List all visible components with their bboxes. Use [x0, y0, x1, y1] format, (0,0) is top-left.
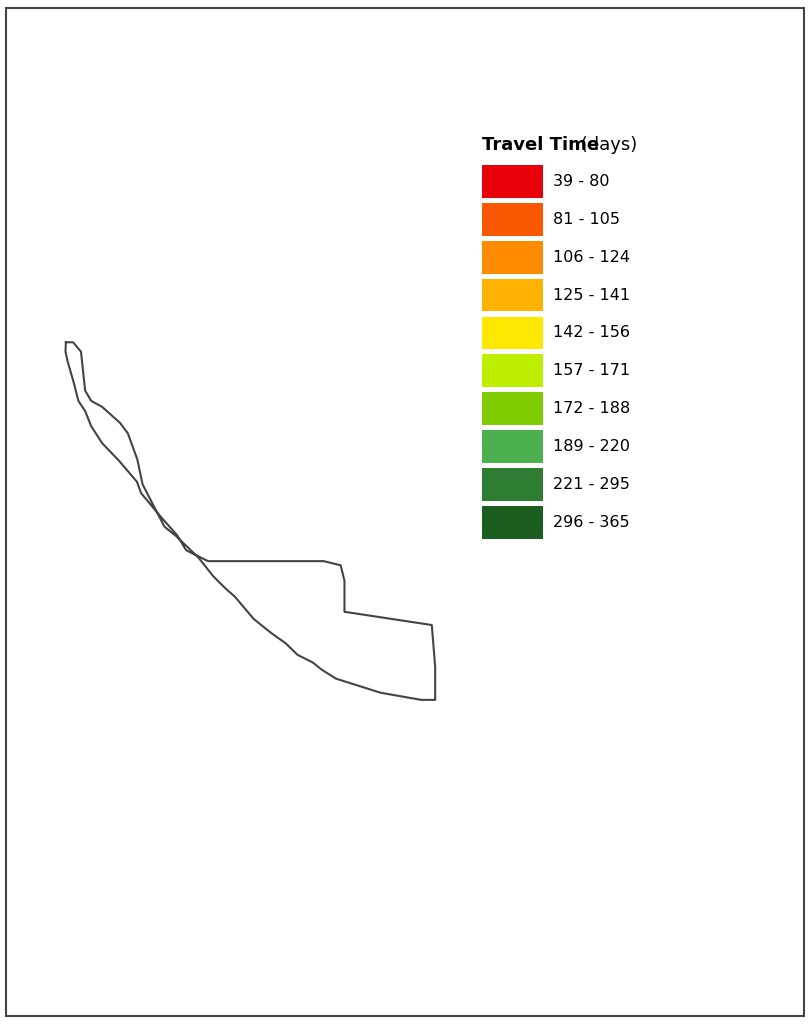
Text: 189 - 220: 189 - 220: [553, 439, 630, 454]
FancyBboxPatch shape: [482, 468, 543, 501]
Text: 125 - 141: 125 - 141: [553, 288, 630, 302]
Text: 296 - 365: 296 - 365: [553, 515, 630, 529]
FancyBboxPatch shape: [482, 430, 543, 463]
Text: 221 - 295: 221 - 295: [553, 477, 630, 492]
FancyBboxPatch shape: [482, 203, 543, 236]
Text: 106 - 124: 106 - 124: [553, 250, 630, 264]
Text: 39 - 80: 39 - 80: [553, 174, 610, 188]
Text: 157 - 171: 157 - 171: [553, 364, 630, 378]
Text: Travel Time: Travel Time: [482, 135, 599, 154]
FancyBboxPatch shape: [482, 506, 543, 539]
Text: 142 - 156: 142 - 156: [553, 326, 630, 340]
FancyBboxPatch shape: [482, 392, 543, 425]
Text: 172 - 188: 172 - 188: [553, 401, 630, 416]
Text: 81 - 105: 81 - 105: [553, 212, 620, 226]
FancyBboxPatch shape: [482, 354, 543, 387]
FancyBboxPatch shape: [482, 316, 543, 349]
Text: (days): (days): [575, 135, 637, 154]
Polygon shape: [66, 342, 435, 699]
FancyBboxPatch shape: [482, 165, 543, 198]
FancyBboxPatch shape: [482, 279, 543, 311]
FancyBboxPatch shape: [482, 241, 543, 273]
